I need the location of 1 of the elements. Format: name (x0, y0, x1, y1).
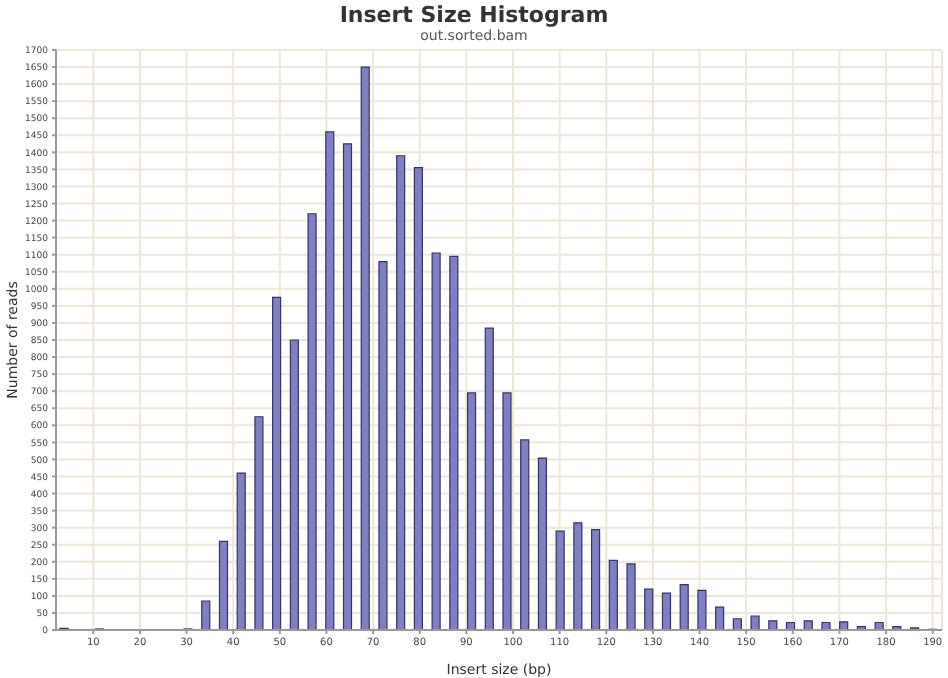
chart-title: Insert Size Histogram (337, 2, 611, 28)
